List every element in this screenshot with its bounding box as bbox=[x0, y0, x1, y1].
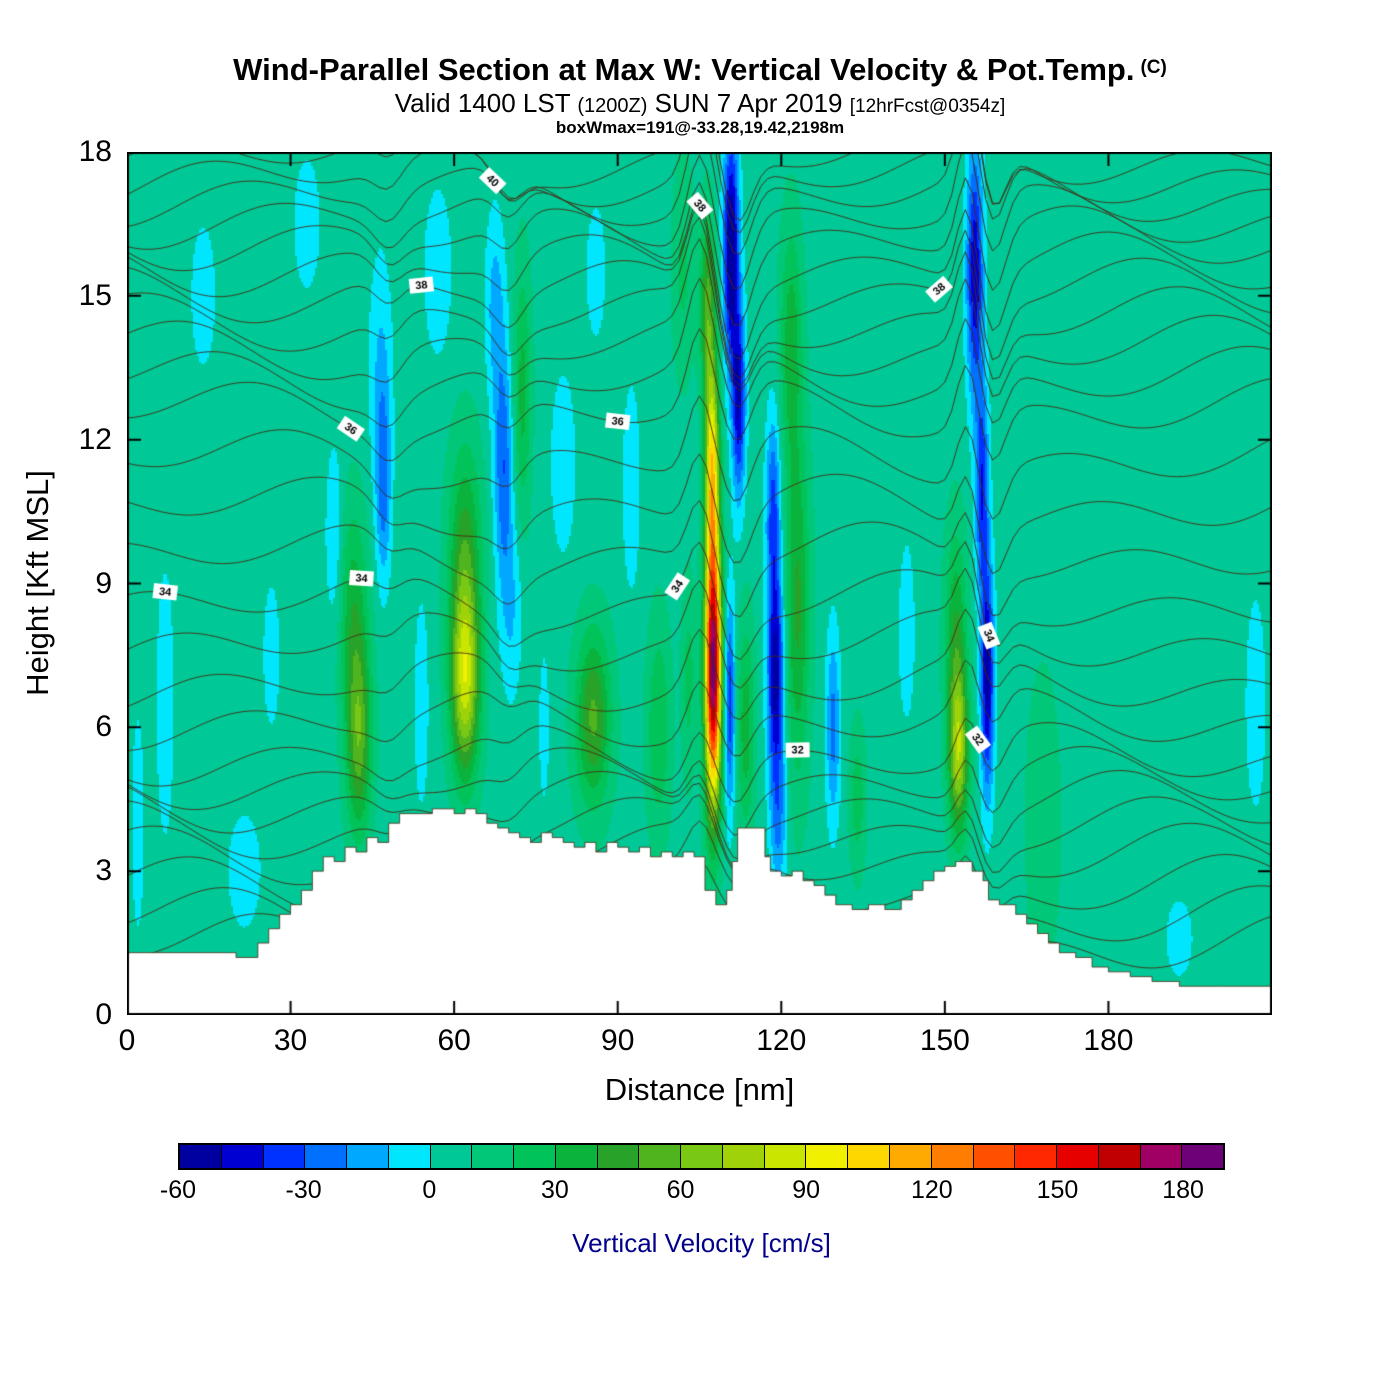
colorbar-segment bbox=[220, 1145, 263, 1168]
colorbar-segment bbox=[763, 1145, 806, 1168]
colorbar-segment bbox=[304, 1145, 347, 1168]
y-tick-label: 12 bbox=[78, 422, 112, 456]
colorbar-tick-label: 180 bbox=[1162, 1176, 1204, 1204]
x-tick-label: 30 bbox=[273, 1024, 308, 1057]
y-tick-label: 9 bbox=[95, 566, 112, 600]
subtitle-forecast: [12hrFcst@0354z] bbox=[849, 96, 1006, 117]
colorbar-segment bbox=[638, 1145, 681, 1168]
y-tick-label: 6 bbox=[95, 710, 112, 744]
colorbar-segment bbox=[262, 1145, 305, 1168]
colorbar-segment bbox=[889, 1145, 931, 1168]
colorbar-segment bbox=[930, 1145, 973, 1168]
x-tick-label: 0 bbox=[118, 1024, 136, 1057]
colorbar-segment bbox=[721, 1145, 764, 1168]
colorbar-segment bbox=[429, 1145, 472, 1168]
x-tick-label: 60 bbox=[437, 1024, 471, 1057]
colorbar-segment bbox=[847, 1145, 890, 1168]
cross-section-plot bbox=[127, 152, 1272, 1015]
y-tick-label: 18 bbox=[78, 135, 112, 168]
colorbar-tick-label: -30 bbox=[285, 1176, 322, 1204]
title-units-suffix: (C) bbox=[1140, 57, 1167, 78]
colorbar-segment bbox=[1139, 1145, 1182, 1168]
boxwmax-annotation: boxWmax=191@-33.28,19.42,2198m bbox=[555, 118, 845, 137]
title-text: Wind-Parallel Section at Max W: Vertical… bbox=[233, 52, 1135, 87]
colorbar-segment bbox=[680, 1145, 722, 1168]
colorbar-segment bbox=[1181, 1145, 1224, 1168]
y-tick-label: 0 bbox=[95, 998, 112, 1031]
colorbar-segment bbox=[180, 1145, 221, 1168]
colorbar-segment bbox=[596, 1145, 639, 1168]
subtitle-zulu: (1200Z) bbox=[577, 95, 648, 117]
colorbar-tick-label: 60 bbox=[666, 1176, 695, 1204]
x-tick-label: 150 bbox=[919, 1024, 970, 1057]
x-tick-label: 120 bbox=[756, 1024, 807, 1057]
x-tick-label: 180 bbox=[1083, 1024, 1134, 1057]
colorbar-tick-label: 90 bbox=[792, 1176, 821, 1204]
x-tick-label: 90 bbox=[601, 1024, 635, 1057]
valid-time-subtitle: Valid 1400 LST (1200Z) SUN 7 Apr 2019 [1… bbox=[0, 88, 1400, 119]
colorbar-segment bbox=[805, 1145, 848, 1168]
colorbar-tick-label: 150 bbox=[1036, 1176, 1079, 1204]
colorbar-segment bbox=[346, 1145, 388, 1168]
colorbar-segment bbox=[387, 1145, 430, 1168]
colorbar-segment bbox=[972, 1145, 1015, 1168]
page-title: Wind-Parallel Section at Max W: Vertical… bbox=[0, 52, 1400, 88]
colorbar-segment bbox=[1014, 1145, 1057, 1168]
y-tick-label: 15 bbox=[78, 278, 112, 312]
section-plot-canvas bbox=[127, 152, 1272, 1015]
colorbar-tick-label: 120 bbox=[910, 1176, 953, 1204]
x-axis-label: Distance [nm] bbox=[604, 1072, 795, 1107]
subtitle-date: SUN 7 Apr 2019 bbox=[654, 88, 843, 118]
colorbar-tick-label: 30 bbox=[541, 1176, 569, 1204]
y-tick-label: 3 bbox=[95, 854, 112, 888]
colorbar-segment bbox=[1097, 1145, 1140, 1168]
colorbar-segment bbox=[1056, 1145, 1098, 1168]
subtitle-valid: Valid 1400 LST bbox=[394, 88, 571, 118]
colorbar-ticks: -60 -30 0 30 60 90 120 150 180 bbox=[160, 1176, 1225, 1206]
colorbar-segment bbox=[554, 1145, 597, 1168]
colorbar-segment bbox=[513, 1145, 555, 1168]
colorbar bbox=[178, 1143, 1225, 1170]
colorbar-tick-label: 0 bbox=[422, 1176, 437, 1204]
colorbar-tick-label: -60 bbox=[159, 1176, 197, 1204]
colorbar-segment bbox=[471, 1145, 514, 1168]
colorbar-label: Vertical Velocity [cm/s] bbox=[572, 1228, 831, 1258]
